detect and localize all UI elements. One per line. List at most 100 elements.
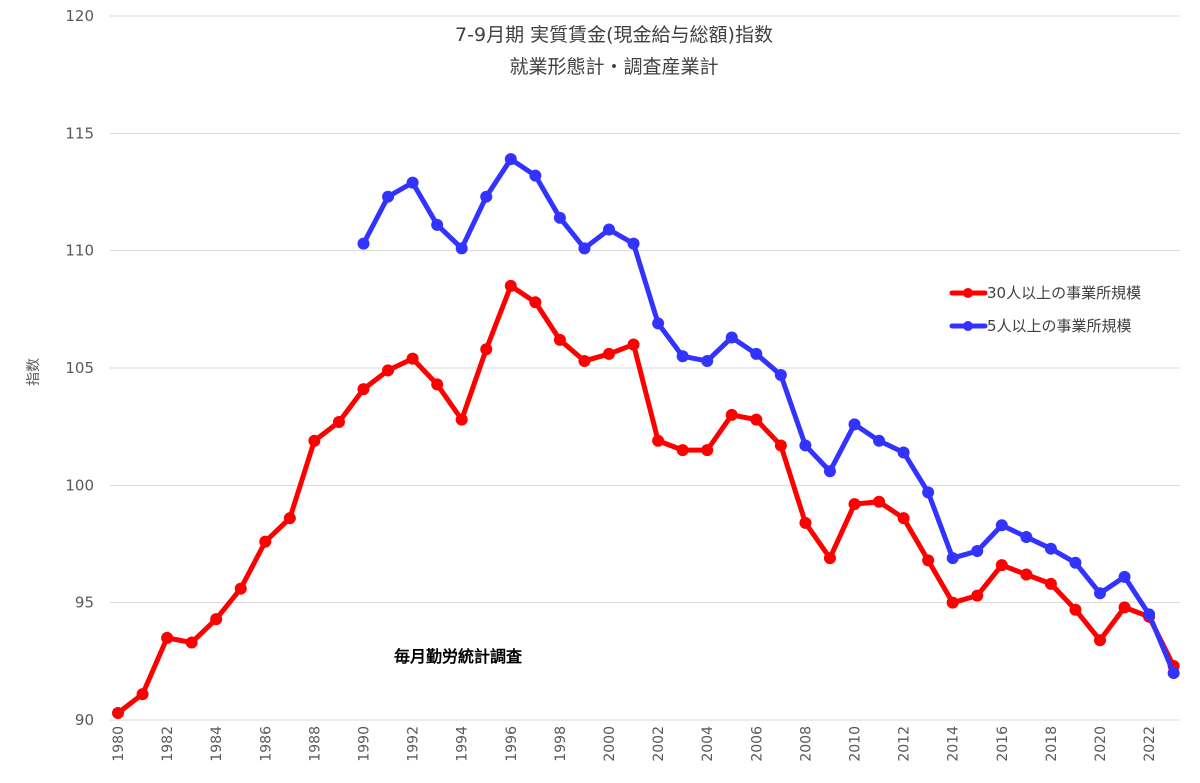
data-point [873, 495, 886, 508]
x-tick-label: 2000 [602, 726, 618, 762]
data-point [774, 369, 787, 382]
data-point [971, 545, 984, 558]
x-tick-label: 2008 [798, 726, 814, 762]
data-point [455, 413, 468, 426]
legend-swatch-marker [963, 321, 973, 331]
y-tick-label: 115 [65, 124, 94, 142]
series-1 [112, 279, 1180, 719]
data-point [701, 354, 714, 367]
x-tick-label: 2020 [1093, 726, 1109, 762]
data-point [922, 486, 935, 499]
data-point [332, 415, 345, 428]
data-point [971, 589, 984, 602]
y-axis-label: 指数 [26, 358, 42, 386]
data-point [553, 211, 566, 224]
data-point [161, 631, 174, 644]
data-point [946, 552, 959, 565]
x-tick-label: 2006 [749, 726, 765, 762]
data-point [676, 350, 689, 363]
x-tick-label: 1992 [406, 726, 422, 762]
y-tick-label: 90 [75, 711, 94, 729]
data-point [480, 190, 493, 203]
data-point [1020, 530, 1033, 543]
data-point [1143, 608, 1156, 621]
data-point [406, 352, 419, 365]
gridlines [110, 15, 1180, 721]
data-point [676, 444, 689, 457]
x-tick-label: 2012 [897, 726, 913, 762]
x-tick-label: 1984 [209, 726, 225, 762]
x-tick-label: 1988 [307, 726, 323, 762]
x-tick-label: 1998 [553, 726, 569, 762]
data-point [1118, 601, 1131, 614]
x-axis-ticks: 1980 1982 1984 1986 1988 1990 1992 1994 1996 1998… [111, 726, 1158, 762]
data-point [603, 347, 615, 360]
data-point [750, 413, 763, 426]
data-point [234, 582, 247, 595]
data-point [578, 242, 591, 255]
data-point [578, 354, 591, 367]
x-tick-label: 1986 [258, 726, 274, 762]
data-point [897, 446, 910, 459]
data-point [431, 218, 444, 231]
data-point [750, 347, 763, 360]
data-point [1094, 587, 1106, 600]
data-point [406, 176, 419, 189]
data-point [112, 706, 124, 719]
data-point [1020, 568, 1033, 581]
data-point [431, 378, 444, 391]
data-point [382, 364, 395, 377]
data-point [725, 331, 738, 344]
source-annotation: 毎月勤労統計調査 [394, 647, 522, 666]
data-point [799, 439, 812, 452]
data-point [529, 169, 542, 182]
data-point [823, 465, 836, 478]
y-tick-label: 95 [75, 594, 94, 612]
data-point [1044, 577, 1057, 590]
x-tick-label: 2016 [995, 726, 1011, 762]
data-point [455, 242, 468, 255]
x-tick-label: 2002 [651, 726, 667, 762]
legend-label: 30人以上の事業所規模 [987, 284, 1141, 302]
data-point [480, 343, 493, 356]
x-tick-label: 1996 [504, 726, 520, 762]
x-tick-label: 1990 [357, 726, 373, 762]
data-point [922, 554, 935, 567]
data-point [1167, 667, 1180, 680]
data-point [995, 519, 1008, 532]
data-point [1044, 542, 1057, 555]
x-tick-label: 2004 [700, 726, 716, 762]
data-point [627, 237, 640, 250]
data-point [873, 434, 886, 447]
data-point [553, 333, 566, 346]
data-point [848, 498, 861, 511]
data-point [652, 317, 665, 330]
x-tick-label: 2018 [1044, 726, 1060, 762]
data-point [897, 512, 910, 525]
data-point [1094, 634, 1106, 647]
y-axis-ticks: 90 95 100 105 110 115 120 [65, 7, 94, 729]
data-point [259, 535, 272, 548]
series-2 [357, 153, 1180, 680]
y-tick-label: 100 [65, 476, 94, 494]
data-point [1069, 556, 1082, 569]
data-point [799, 516, 812, 529]
x-tick-label: 2022 [1142, 726, 1158, 762]
legend-swatch-marker [963, 288, 973, 298]
data-point [504, 279, 517, 292]
data-point [652, 434, 665, 447]
data-point [823, 552, 836, 565]
data-point [185, 636, 198, 649]
legend: 30人以上の事業所規模 5人以上の事業所規模 [949, 284, 1141, 335]
data-point [627, 338, 640, 351]
data-point [1118, 570, 1131, 583]
x-tick-label: 1994 [455, 726, 471, 762]
data-point [504, 153, 517, 166]
y-tick-label: 105 [65, 359, 94, 377]
legend-label: 5人以上の事業所規模 [987, 317, 1132, 335]
data-point [848, 418, 861, 431]
data-point [308, 434, 321, 447]
data-point [1069, 603, 1082, 616]
